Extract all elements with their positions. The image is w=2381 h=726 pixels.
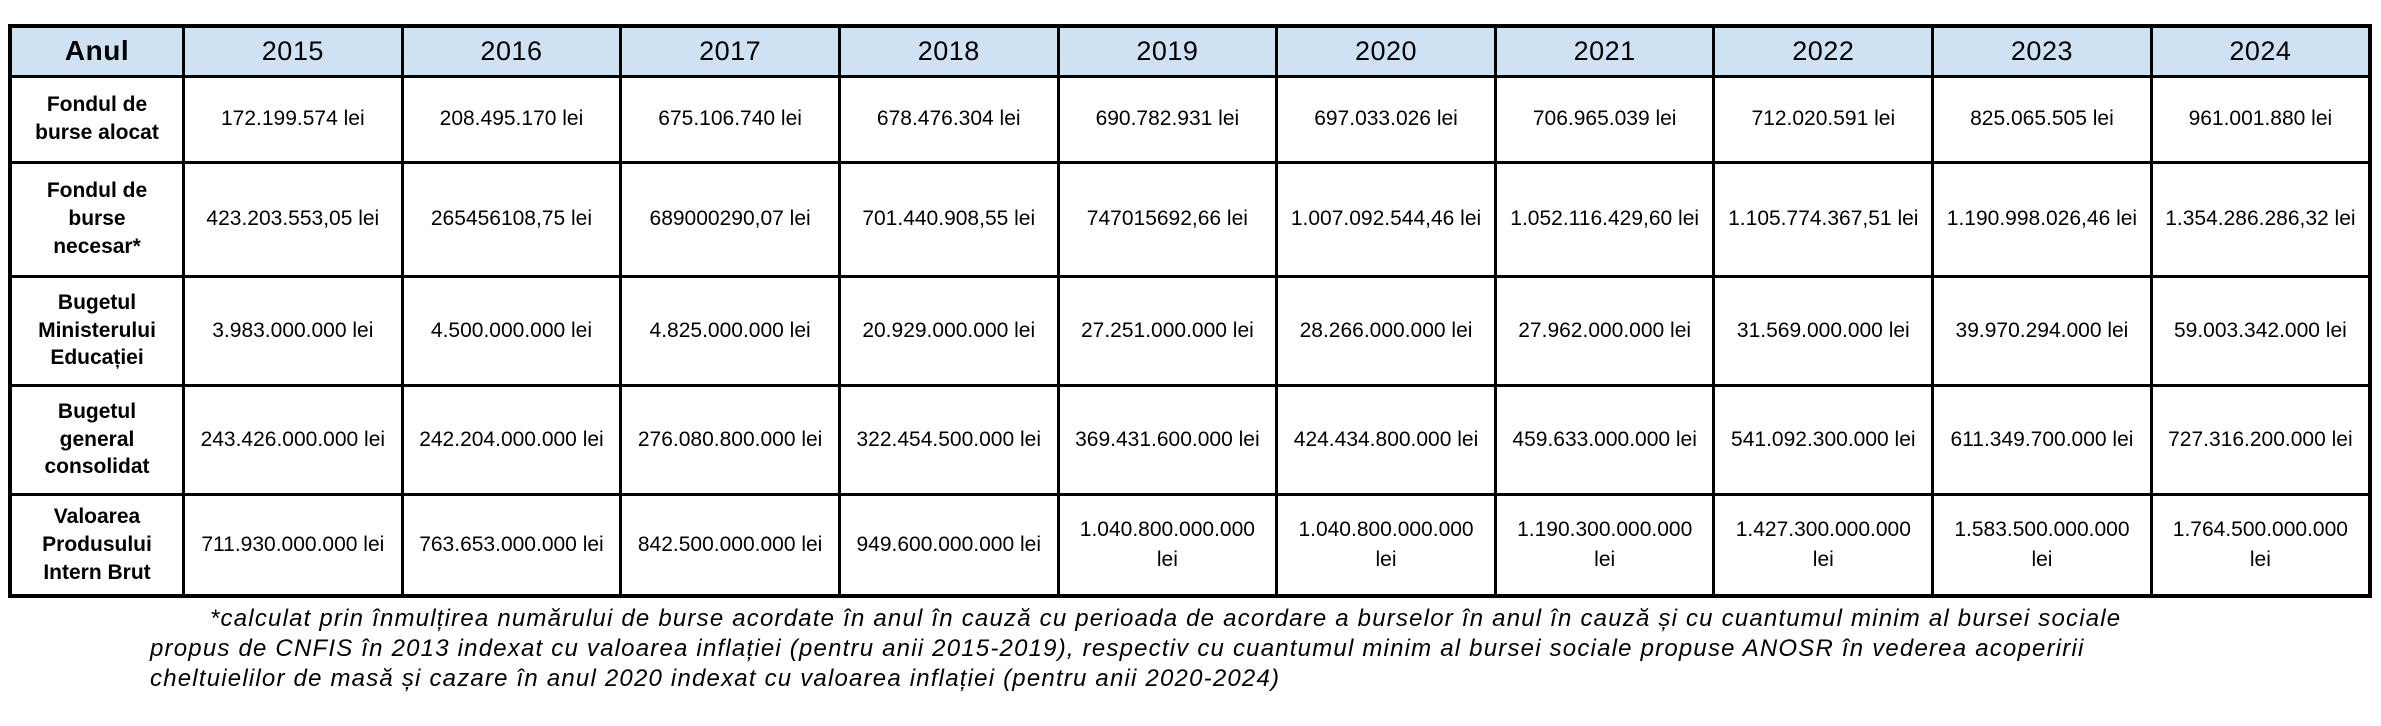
value-cell: 1.190.300.000.000 lei: [1493, 492, 1716, 598]
footnote: *calculat prin înmulțirea numărului de b…: [150, 605, 2122, 692]
table-row: Bugetul general consolidat 243.426.000.00…: [8, 383, 2372, 496]
value-cell: 949.600.000.000 lei: [837, 492, 1060, 598]
value-cell: 4.825.000.000 lei: [619, 274, 841, 387]
column-header-2016: 2016: [400, 24, 623, 78]
column-header-2017: 2017: [619, 24, 841, 78]
table-header-row: Anul 2015 2016 2017 2018 2019 2020 2021 2022 2023…: [8, 24, 2372, 78]
row-label: Bugetul Ministerului Educației: [8, 274, 185, 387]
value-cell: 697.033.026 lei: [1275, 74, 1497, 164]
table-row: Bugetul Ministerului Educației 3.983.000.…: [8, 274, 2372, 387]
value-cell: 3.983.000.000 lei: [182, 274, 404, 387]
value-cell: 690.782.931 lei: [1056, 74, 1279, 164]
value-cell: 1.190.998.026,46 lei: [1931, 160, 2153, 278]
value-cell: 706.965.039 lei: [1493, 74, 1716, 164]
row-label: Bugetul general consolidat: [8, 383, 185, 496]
value-cell: 276.080.800.000 lei: [619, 383, 841, 496]
table-header: Anul 2015 2016 2017 2018 2019 2020 2021 2022 2023…: [8, 24, 2372, 78]
value-cell: 27.251.000.000 lei: [1056, 274, 1279, 387]
row-label: Fondul de burse necesar*: [8, 160, 185, 278]
column-header-2019: 2019: [1056, 24, 1279, 78]
value-cell: 265456108,75 lei: [400, 160, 623, 278]
value-cell: 1.007.092.544,46 lei: [1275, 160, 1497, 278]
column-header-2022: 2022: [1712, 24, 1935, 78]
table-row: Fondul de burse necesar* 423.203.553,05 l…: [8, 160, 2372, 278]
column-header-2015: 2015: [182, 24, 404, 78]
value-cell: 31.569.000.000 lei: [1712, 274, 1935, 387]
value-cell: 763.653.000.000 lei: [400, 492, 623, 598]
row-label: Fondul de burse alocat: [8, 74, 185, 164]
table-row: Valoarea Produsului Intern Brut 711.930.0…: [8, 492, 2372, 598]
budget-table: Anul 2015 2016 2017 2018 2019 2020 2021 2022 2023…: [8, 24, 2372, 598]
value-cell: 1.583.500.000.000 lei: [1931, 492, 2153, 598]
column-header-2020: 2020: [1275, 24, 1497, 78]
column-header-2023: 2023: [1931, 24, 2153, 78]
value-cell: 459.633.000.000 lei: [1493, 383, 1716, 496]
value-cell: 59.003.342.000 lei: [2149, 274, 2372, 387]
value-cell: 711.930.000.000 lei: [182, 492, 404, 598]
value-cell: 1.105.774.367,51 lei: [1712, 160, 1935, 278]
table-row: Fondul de burse alocat 172.199.574 lei 208…: [8, 74, 2372, 164]
column-header-2021: 2021: [1493, 24, 1716, 78]
value-cell: 424.434.800.000 lei: [1275, 383, 1497, 496]
value-cell: 1.052.116.429,60 lei: [1493, 160, 1716, 278]
value-cell: 1.040.800.000.000 lei: [1056, 492, 1279, 598]
value-cell: 712.020.591 lei: [1712, 74, 1935, 164]
value-cell: 675.106.740 lei: [619, 74, 841, 164]
column-header-2018: 2018: [837, 24, 1060, 78]
value-cell: 322.454.500.000 lei: [837, 383, 1060, 496]
value-cell: 1.040.800.000.000 lei: [1275, 492, 1497, 598]
value-cell: 611.349.700.000 lei: [1931, 383, 2153, 496]
value-cell: 242.204.000.000 lei: [400, 383, 623, 496]
value-cell: 1.764.500.000.000 lei: [2149, 492, 2372, 598]
value-cell: 369.431.600.000 lei: [1056, 383, 1279, 496]
value-cell: 747015692,66 lei: [1056, 160, 1279, 278]
value-cell: 27.962.000.000 lei: [1493, 274, 1716, 387]
value-cell: 678.476.304 lei: [837, 74, 1060, 164]
value-cell: 1.427.300.000.000 lei: [1712, 492, 1935, 598]
value-cell: 208.495.170 lei: [400, 74, 623, 164]
value-cell: 28.266.000.000 lei: [1275, 274, 1497, 387]
value-cell: 1.354.286.286,32 lei: [2149, 160, 2372, 278]
column-header-anul: Anul: [8, 24, 185, 78]
table-body: Fondul de burse alocat 172.199.574 lei 208…: [8, 74, 2372, 598]
value-cell: 243.426.000.000 lei: [182, 383, 404, 496]
value-cell: 842.500.000.000 lei: [619, 492, 841, 598]
value-cell: 727.316.200.000 lei: [2149, 383, 2372, 496]
value-cell: 423.203.553,05 lei: [182, 160, 404, 278]
value-cell: 39.970.294.000 lei: [1931, 274, 2153, 387]
column-header-2024: 2024: [2149, 24, 2372, 78]
value-cell: 689000290,07 lei: [619, 160, 841, 278]
row-label: Valoarea Produsului Intern Brut: [8, 492, 185, 598]
value-cell: 825.065.505 lei: [1931, 74, 2153, 164]
value-cell: 961.001.880 lei: [2149, 74, 2372, 164]
value-cell: 701.440.908,55 lei: [837, 160, 1060, 278]
value-cell: 541.092.300.000 lei: [1712, 383, 1935, 496]
value-cell: 172.199.574 lei: [182, 74, 404, 164]
value-cell: 20.929.000.000 lei: [837, 274, 1060, 387]
value-cell: 4.500.000.000 lei: [400, 274, 623, 387]
